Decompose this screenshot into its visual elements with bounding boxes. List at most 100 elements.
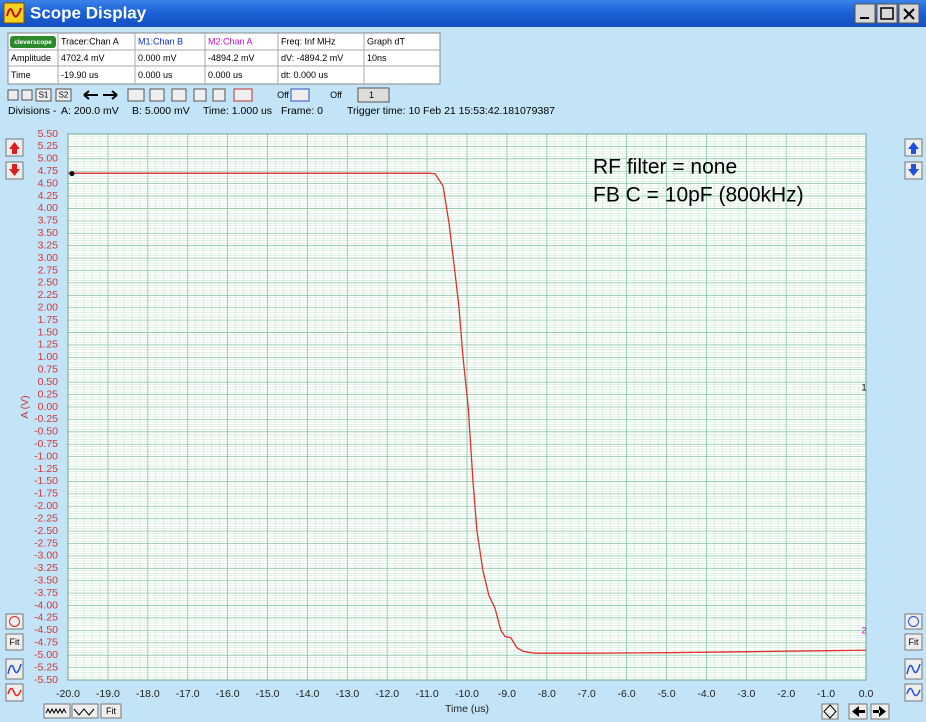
tool-button[interactable] — [55, 88, 72, 102]
y-tick-label: -0.25 — [34, 413, 58, 425]
table-cell: 10ns — [367, 53, 387, 63]
division-text: Time: 1.000 us — [203, 105, 272, 117]
window-buttons — [854, 3, 920, 24]
annotation: FB C = 10pF (800kHz) — [593, 184, 804, 207]
table-cell: dt: 0.000 us — [281, 70, 329, 80]
y-tick-label: -0.75 — [34, 438, 58, 450]
y-tick-label: 1.50 — [38, 326, 59, 338]
center-icon — [823, 704, 837, 719]
fit-button[interactable] — [5, 633, 24, 651]
spin-box[interactable] — [357, 87, 390, 103]
zoom-icon — [73, 708, 95, 716]
tool-button[interactable] — [233, 88, 253, 102]
trace — [68, 172, 867, 654]
tool-button[interactable] — [212, 88, 226, 102]
table-cell: 4702.4 mV — [61, 53, 105, 63]
y-tick-label: -3.75 — [34, 587, 58, 599]
x-tick-label: -9.0 — [498, 688, 516, 700]
tool-button[interactable] — [149, 88, 165, 102]
y-tick-label: 2.00 — [38, 302, 59, 314]
window-title: Scope Display — [30, 3, 147, 22]
y-tick-label: -0.50 — [34, 426, 58, 438]
x-tick-label: -11.0 — [416, 688, 439, 700]
x-tick-label: -7.0 — [578, 688, 596, 700]
tool-arrow-left[interactable] — [83, 90, 98, 100]
minimize-button[interactable] — [854, 3, 876, 24]
y-tick-label: -2.25 — [34, 512, 58, 524]
side-controls: Fit Fit Fit — [5, 138, 923, 720]
center-icon — [908, 616, 919, 627]
tool-button[interactable] — [35, 88, 52, 102]
division-text: Divisions - — [8, 105, 57, 117]
y-tick-label: 1.00 — [38, 351, 59, 363]
y-tick-label: 3.50 — [38, 227, 59, 239]
scale-up-icon — [908, 142, 919, 154]
pan-right-icon — [873, 706, 886, 717]
division-text: Trigger time: 10 Feb 21 15:53:42.1810793… — [347, 105, 555, 117]
plot: 5.505.255.004.754.504.254.003.753.503.25… — [19, 128, 874, 715]
y-tick-label: 1.25 — [38, 339, 59, 351]
y-tick-label: 0.00 — [38, 401, 59, 413]
y-tick-label: 0.25 — [38, 388, 59, 400]
table-cell: 0.000 us — [138, 70, 173, 80]
tool-label: Off — [330, 90, 342, 100]
y-tick-label: 4.00 — [38, 202, 59, 214]
maximize-icon — [880, 7, 894, 20]
fit-button[interactable] — [904, 633, 923, 651]
division-text: A: 200.0 mV — [61, 105, 119, 117]
tool-button[interactable] — [290, 88, 310, 102]
tool-button[interactable] — [7, 89, 19, 101]
division-text: B: 5.000 mV — [132, 105, 190, 117]
y-tick-label: 4.25 — [38, 190, 59, 202]
x-tick-label: -1.0 — [817, 688, 835, 700]
maximize-button[interactable] — [876, 3, 898, 24]
center-button[interactable] — [904, 613, 923, 630]
tool-button[interactable] — [171, 88, 187, 102]
info-table: cleverscope Tracer:Chan A M1:Chan B M2:Cha… — [7, 32, 441, 85]
y-tick-label: -5.00 — [34, 649, 58, 661]
y-tick-label: 5.00 — [38, 153, 59, 165]
x-tick-label: -18.0 — [136, 688, 160, 700]
table-cell: Freq: Inf MHz — [281, 36, 336, 46]
tool-arrow-right[interactable] — [103, 90, 118, 100]
tool-label: S2 — [59, 91, 69, 100]
fit-button[interactable] — [100, 703, 122, 719]
table-cell: -19.90 us — [61, 70, 99, 80]
y-tick-label: -1.00 — [34, 450, 58, 462]
info-table-frame — [7, 32, 441, 85]
center-button[interactable] — [5, 613, 24, 630]
x-tick-label: -8.0 — [538, 688, 556, 700]
y-axis-label: A (V) — [19, 395, 31, 418]
wave-icon — [906, 687, 921, 697]
table-cell: Time — [11, 70, 31, 80]
y-tick-label: -1.50 — [34, 475, 58, 487]
table-cell: Tracer:Chan A — [61, 36, 119, 46]
zoom-icon — [45, 707, 67, 715]
x-tick-label: -15.0 — [256, 688, 280, 700]
y-tick-label: -2.50 — [34, 525, 58, 537]
center-icon — [9, 616, 20, 627]
app-icon-wave — [6, 7, 22, 18]
y-tick-label: -4.00 — [34, 599, 58, 611]
annotation: RF filter = none — [593, 156, 737, 179]
tool-button[interactable] — [21, 89, 33, 101]
y-tick-label: -3.00 — [34, 550, 58, 562]
y-tick-label: -4.25 — [34, 612, 58, 624]
scale-down-icon — [908, 164, 919, 176]
center-button[interactable] — [821, 703, 839, 720]
y-tick-label: 2.75 — [38, 264, 59, 276]
wave-icon — [7, 663, 22, 675]
title-bar — [0, 0, 926, 27]
tool-button[interactable] — [193, 88, 207, 102]
y-tick-label: 5.50 — [38, 128, 59, 140]
tool-label: S1 — [39, 91, 49, 100]
x-tick-label: -2.0 — [777, 688, 795, 700]
cursor-label: 2 — [861, 625, 866, 635]
x-tick-label: -5.0 — [657, 688, 675, 700]
y-tick-label: -3.50 — [34, 575, 58, 587]
tool-button[interactable] — [127, 88, 145, 102]
wave-icon — [906, 663, 921, 675]
divisions-line: Divisions - A: 200.0 mV B: 5.000 mV Time: 1… — [8, 105, 555, 117]
x-tick-label: -4.0 — [697, 688, 715, 700]
